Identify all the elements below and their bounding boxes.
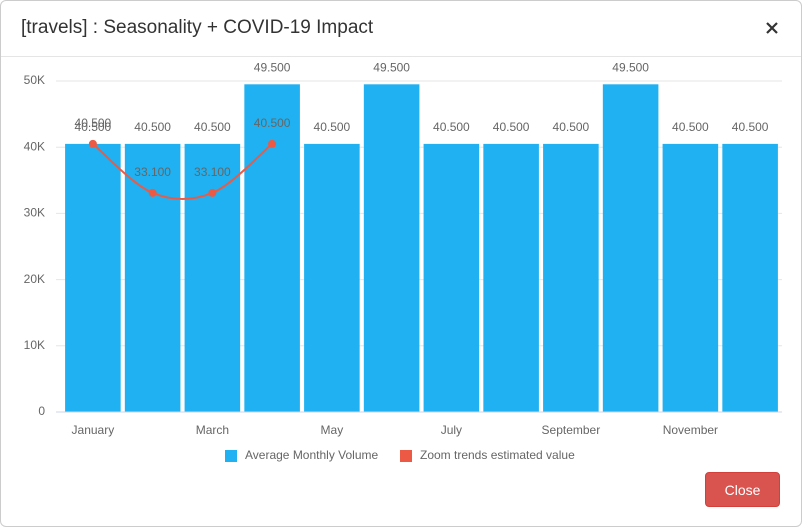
bar bbox=[124, 143, 181, 412]
line-value-label: 33.100 bbox=[134, 165, 171, 179]
chart: 0 10K 20K 30K 40K 50K January March May July Septe… bbox=[24, 60, 782, 462]
bar bbox=[304, 143, 360, 412]
x-tick-label: November bbox=[663, 423, 718, 437]
trend-line bbox=[92, 143, 273, 201]
legend-swatch bbox=[225, 450, 237, 462]
bar-value-label: 49.500 bbox=[254, 60, 291, 74]
y-tick-label: 30K bbox=[24, 206, 45, 220]
line-value-label: 33.100 bbox=[194, 165, 231, 179]
y-tick-label: 40K bbox=[24, 139, 45, 153]
bar bbox=[543, 143, 599, 412]
bar-value-label: 40.500 bbox=[75, 120, 112, 134]
legend-label: Zoom trends estimated value bbox=[420, 448, 575, 462]
bar-value-label: 40.500 bbox=[134, 120, 171, 134]
close-button[interactable]: Close bbox=[705, 472, 780, 507]
x-tick-label: September bbox=[542, 423, 601, 437]
bar-value-label: 40.500 bbox=[433, 120, 470, 134]
bar-value-label: 40.500 bbox=[194, 120, 231, 134]
y-tick-label: 20K bbox=[24, 272, 45, 286]
bar-value-label: 40.500 bbox=[553, 120, 590, 134]
bar bbox=[65, 143, 121, 412]
bar-value-label: 49.500 bbox=[612, 60, 649, 74]
bar bbox=[483, 143, 539, 412]
x-tick-label: January bbox=[72, 423, 115, 437]
trend-point bbox=[268, 139, 277, 148]
modal-title: [travels] : Seasonality + COVID-19 Impac… bbox=[21, 17, 374, 38]
trend-point bbox=[148, 188, 157, 197]
close-icon[interactable] bbox=[765, 21, 779, 35]
bar bbox=[602, 84, 659, 412]
bar bbox=[423, 143, 480, 412]
line-value-label: 40.500 bbox=[75, 116, 112, 130]
bar-value-label: 40.500 bbox=[732, 120, 769, 134]
x-tick-label: May bbox=[321, 423, 344, 437]
bar bbox=[363, 84, 420, 412]
bar-value-label: 49.500 bbox=[373, 60, 410, 74]
divider bbox=[1, 56, 801, 57]
legend-label: Average Monthly Volume bbox=[245, 448, 379, 462]
legend-swatch bbox=[400, 450, 412, 462]
line-value-label: 40.500 bbox=[254, 116, 291, 130]
bar-value-label: 40.500 bbox=[493, 120, 530, 134]
bar bbox=[244, 84, 300, 412]
bar-value-label: 40.500 bbox=[672, 120, 709, 134]
x-tick-label: March bbox=[196, 423, 229, 437]
bar bbox=[184, 143, 241, 412]
bar bbox=[662, 143, 719, 412]
bar bbox=[722, 143, 778, 412]
bar-value-label: 40.500 bbox=[314, 120, 351, 134]
y-tick-label: 50K bbox=[24, 73, 45, 87]
y-tick-label: 10K bbox=[24, 338, 45, 352]
trend-point bbox=[208, 188, 217, 197]
y-tick-label: 0 bbox=[38, 404, 45, 418]
x-tick-label: July bbox=[441, 423, 462, 437]
trend-point bbox=[88, 139, 97, 148]
